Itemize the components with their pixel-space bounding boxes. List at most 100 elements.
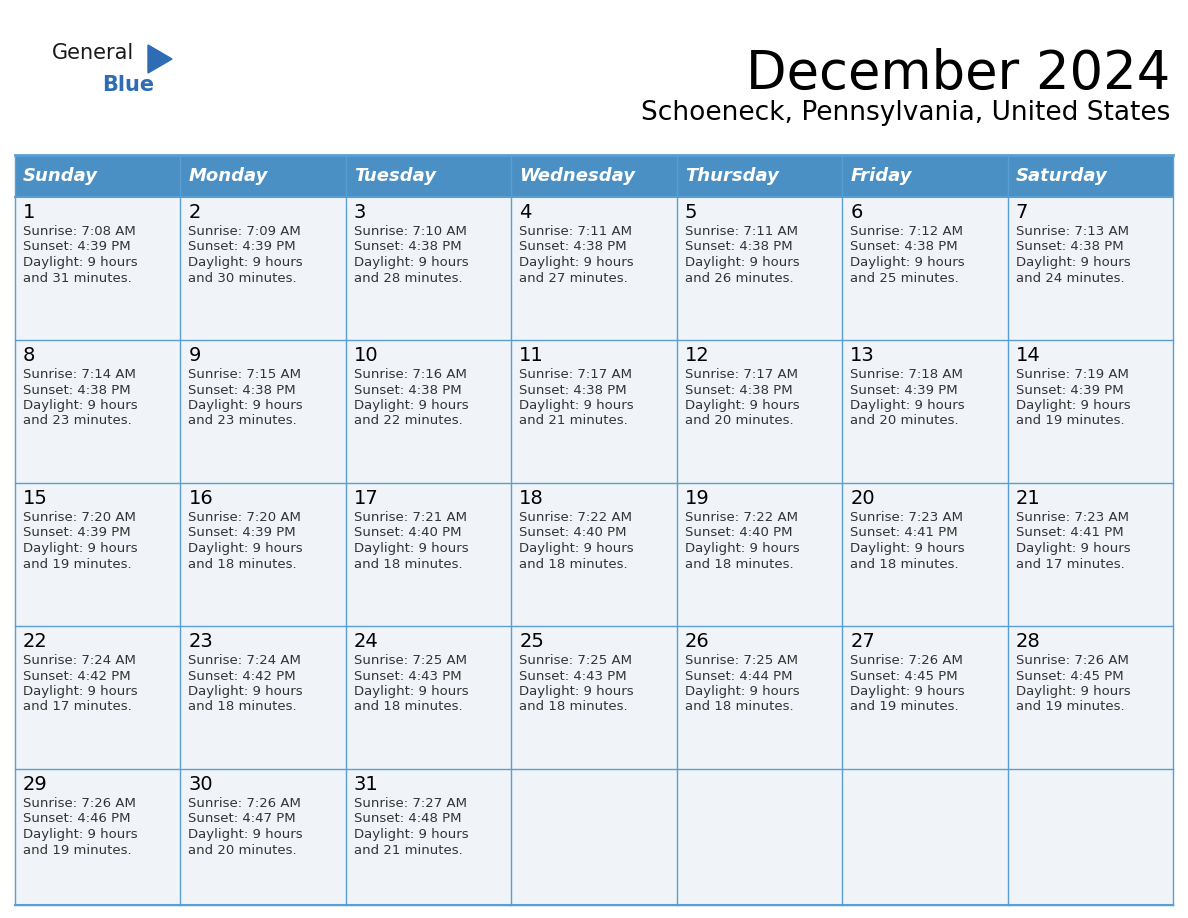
Bar [842, 197, 1007, 340]
Text: Sunset: 4:38 PM: Sunset: 4:38 PM [519, 384, 627, 397]
Bar [511, 340, 677, 483]
Text: and 28 minutes.: and 28 minutes. [354, 272, 462, 285]
Bar [511, 483, 677, 626]
Text: and 26 minutes.: and 26 minutes. [684, 272, 794, 285]
Bar [181, 626, 346, 769]
Text: Daylight: 9 hours: Daylight: 9 hours [189, 828, 303, 841]
Text: Schoeneck, Pennsylvania, United States: Schoeneck, Pennsylvania, United States [640, 100, 1170, 126]
Bar [511, 769, 677, 905]
Text: and 18 minutes.: and 18 minutes. [519, 700, 628, 713]
Text: Daylight: 9 hours: Daylight: 9 hours [1016, 542, 1130, 555]
Text: Sunrise: 7:11 AM: Sunrise: 7:11 AM [519, 225, 632, 238]
Text: 3: 3 [354, 203, 366, 222]
Text: Sunset: 4:41 PM: Sunset: 4:41 PM [1016, 527, 1123, 540]
Bar [346, 769, 511, 905]
Text: Sunset: 4:45 PM: Sunset: 4:45 PM [851, 669, 958, 682]
Text: and 19 minutes.: and 19 minutes. [1016, 700, 1124, 713]
Text: 2: 2 [189, 203, 201, 222]
Text: Daylight: 9 hours: Daylight: 9 hours [354, 256, 468, 269]
Text: Sunset: 4:47 PM: Sunset: 4:47 PM [189, 812, 296, 825]
Text: 6: 6 [851, 203, 862, 222]
Text: Sunrise: 7:26 AM: Sunrise: 7:26 AM [851, 654, 963, 667]
Text: and 18 minutes.: and 18 minutes. [354, 557, 462, 570]
Text: Monday: Monday [189, 167, 267, 185]
Text: and 19 minutes.: and 19 minutes. [23, 557, 132, 570]
Text: 21: 21 [1016, 489, 1041, 508]
Text: Sunrise: 7:13 AM: Sunrise: 7:13 AM [1016, 225, 1129, 238]
Text: Daylight: 9 hours: Daylight: 9 hours [684, 399, 800, 412]
Text: 5: 5 [684, 203, 697, 222]
Text: Sunrise: 7:25 AM: Sunrise: 7:25 AM [354, 654, 467, 667]
Text: Daylight: 9 hours: Daylight: 9 hours [23, 542, 138, 555]
Text: Sunrise: 7:12 AM: Sunrise: 7:12 AM [851, 225, 963, 238]
Text: Sunset: 4:38 PM: Sunset: 4:38 PM [1016, 241, 1123, 253]
Text: and 20 minutes.: and 20 minutes. [189, 844, 297, 856]
Text: Sunrise: 7:11 AM: Sunrise: 7:11 AM [684, 225, 797, 238]
Text: Sunset: 4:43 PM: Sunset: 4:43 PM [354, 669, 461, 682]
Text: 4: 4 [519, 203, 532, 222]
Text: Sunset: 4:46 PM: Sunset: 4:46 PM [23, 812, 131, 825]
Text: Sunset: 4:41 PM: Sunset: 4:41 PM [851, 527, 958, 540]
Text: 11: 11 [519, 346, 544, 365]
Text: 16: 16 [189, 489, 213, 508]
Text: 14: 14 [1016, 346, 1041, 365]
Text: Sunrise: 7:09 AM: Sunrise: 7:09 AM [189, 225, 302, 238]
Text: 27: 27 [851, 632, 874, 651]
Bar [15, 155, 181, 197]
Text: Daylight: 9 hours: Daylight: 9 hours [851, 256, 965, 269]
Text: Daylight: 9 hours: Daylight: 9 hours [354, 685, 468, 698]
Text: Sunrise: 7:27 AM: Sunrise: 7:27 AM [354, 797, 467, 810]
Bar [842, 626, 1007, 769]
Text: 30: 30 [189, 775, 213, 794]
Text: Sunset: 4:38 PM: Sunset: 4:38 PM [189, 384, 296, 397]
Bar [15, 197, 181, 340]
Text: 20: 20 [851, 489, 874, 508]
Text: and 20 minutes.: and 20 minutes. [684, 415, 794, 428]
Text: and 30 minutes.: and 30 minutes. [189, 272, 297, 285]
Bar [677, 155, 842, 197]
Text: and 19 minutes.: and 19 minutes. [851, 700, 959, 713]
Text: Daylight: 9 hours: Daylight: 9 hours [851, 542, 965, 555]
Text: Sunday: Sunday [23, 167, 97, 185]
Text: Sunrise: 7:23 AM: Sunrise: 7:23 AM [851, 511, 963, 524]
Text: and 18 minutes.: and 18 minutes. [354, 700, 462, 713]
Text: Daylight: 9 hours: Daylight: 9 hours [354, 399, 468, 412]
Text: Sunrise: 7:22 AM: Sunrise: 7:22 AM [519, 511, 632, 524]
Bar [511, 155, 677, 197]
Text: Sunset: 4:39 PM: Sunset: 4:39 PM [189, 527, 296, 540]
Text: Sunset: 4:42 PM: Sunset: 4:42 PM [23, 669, 131, 682]
Text: Daylight: 9 hours: Daylight: 9 hours [1016, 685, 1130, 698]
Text: Blue: Blue [102, 75, 154, 95]
Bar [346, 483, 511, 626]
Text: Daylight: 9 hours: Daylight: 9 hours [1016, 399, 1130, 412]
Text: Sunrise: 7:24 AM: Sunrise: 7:24 AM [189, 654, 302, 667]
Bar [181, 155, 346, 197]
Text: Sunrise: 7:08 AM: Sunrise: 7:08 AM [23, 225, 135, 238]
Text: 7: 7 [1016, 203, 1028, 222]
Text: 17: 17 [354, 489, 379, 508]
Text: Daylight: 9 hours: Daylight: 9 hours [189, 542, 303, 555]
Text: Sunset: 4:44 PM: Sunset: 4:44 PM [684, 669, 792, 682]
Text: Daylight: 9 hours: Daylight: 9 hours [684, 685, 800, 698]
Text: Sunrise: 7:10 AM: Sunrise: 7:10 AM [354, 225, 467, 238]
Text: Sunset: 4:38 PM: Sunset: 4:38 PM [23, 384, 131, 397]
Bar [511, 626, 677, 769]
Text: and 18 minutes.: and 18 minutes. [684, 700, 794, 713]
Text: Sunset: 4:40 PM: Sunset: 4:40 PM [519, 527, 627, 540]
Text: 12: 12 [684, 346, 709, 365]
Text: Sunrise: 7:23 AM: Sunrise: 7:23 AM [1016, 511, 1129, 524]
Text: 10: 10 [354, 346, 379, 365]
Bar [346, 340, 511, 483]
Text: Tuesday: Tuesday [354, 167, 436, 185]
Bar [1007, 155, 1173, 197]
Bar [1007, 769, 1173, 905]
Text: Daylight: 9 hours: Daylight: 9 hours [354, 542, 468, 555]
Text: 29: 29 [23, 775, 48, 794]
Text: Daylight: 9 hours: Daylight: 9 hours [851, 685, 965, 698]
Text: Sunrise: 7:22 AM: Sunrise: 7:22 AM [684, 511, 797, 524]
Text: and 17 minutes.: and 17 minutes. [23, 700, 132, 713]
Text: Sunset: 4:39 PM: Sunset: 4:39 PM [189, 241, 296, 253]
Text: and 27 minutes.: and 27 minutes. [519, 272, 628, 285]
Text: Sunrise: 7:21 AM: Sunrise: 7:21 AM [354, 511, 467, 524]
Bar [677, 626, 842, 769]
